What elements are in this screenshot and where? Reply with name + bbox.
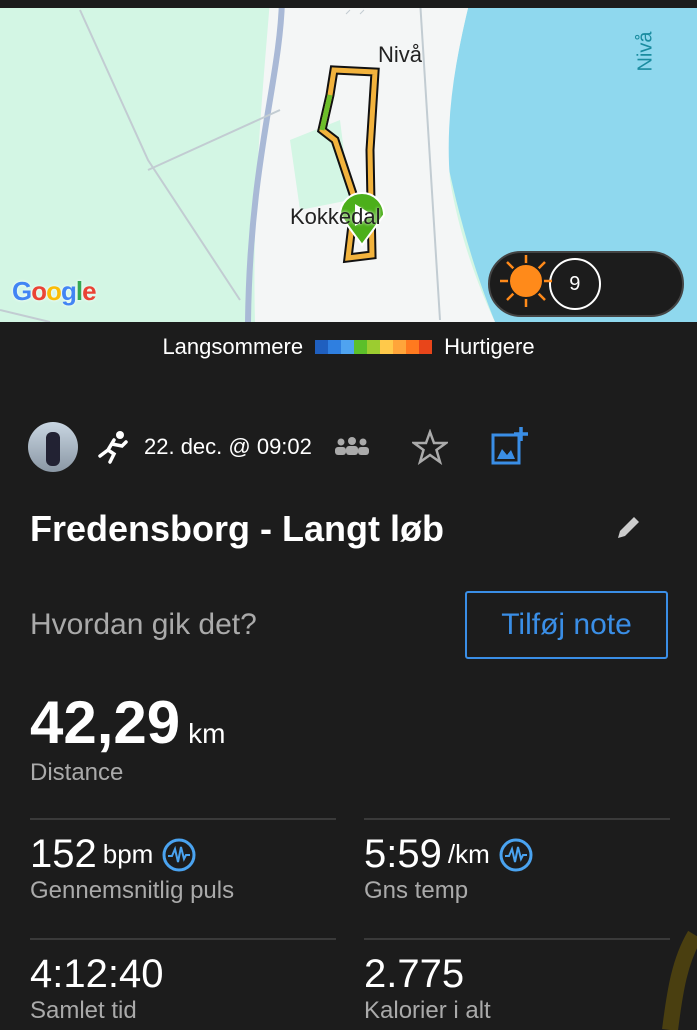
distance-stat: 42,29 km Distance	[30, 688, 225, 787]
calories-value: 2.775	[364, 952, 465, 996]
route-map[interactable]: Nivå Kokkedal Nivå Google 4° 9	[0, 0, 697, 322]
time-value: 4:12:40	[30, 952, 164, 996]
status-bar	[0, 0, 697, 8]
legend-swatch	[406, 340, 420, 354]
legend-swatch	[328, 340, 342, 354]
calories-label: Kalorier i alt	[364, 997, 491, 1024]
heart-rate-unit: bpm	[102, 839, 154, 869]
pace-value: 5:59	[364, 832, 442, 876]
star-icon[interactable]	[411, 429, 448, 465]
pace-unit: /km	[447, 839, 490, 869]
activity-meta: 22. dec. @ 09:02	[28, 422, 530, 472]
distance-value: 42,29	[30, 689, 181, 756]
time-stat: 4:12:40 Samlet tid	[30, 938, 336, 1025]
running-icon	[98, 431, 128, 464]
calories-stat: 2.775 Kalorier i alt	[364, 938, 670, 1025]
legend-slower: Langsommere	[162, 334, 304, 359]
map-label-niva: Nivå	[378, 42, 423, 67]
add-note-button[interactable]: Tilføj note	[465, 591, 668, 659]
feedback-prompt: Hvordan gik det?	[30, 608, 257, 641]
map-label-kokkedal: Kokkedal	[290, 204, 381, 229]
legend-swatch	[419, 340, 433, 354]
pace-label: Gns temp	[364, 877, 469, 904]
map-graphics	[0, 0, 697, 322]
edit-icon[interactable]	[614, 512, 644, 542]
activity-date: 22. dec. @ 09:02	[144, 434, 312, 459]
legend-swatch	[367, 340, 381, 354]
legend-faster: Hurtigere	[444, 334, 535, 359]
heart-rate-label: Gennemsnitlig puls	[30, 877, 235, 904]
pace-chart-icon[interactable]	[498, 837, 534, 873]
pace-stat[interactable]: 5:59/km Gns temp	[364, 818, 670, 905]
decorative-ring	[662, 930, 697, 1030]
legend-color-bar	[315, 340, 433, 354]
avatar[interactable]	[28, 422, 78, 472]
heart-rate-chart-icon[interactable]	[161, 837, 197, 873]
time-label: Samlet tid	[30, 997, 137, 1024]
legend-swatch	[315, 340, 329, 354]
pace-legend: Langsommere Hurtigere	[0, 334, 697, 360]
wind-indicator: 9	[548, 258, 601, 310]
add-photo-icon[interactable]	[490, 427, 530, 467]
activity-title: Fredensborg - Langt løb	[30, 508, 444, 549]
wind-speed: 9	[569, 272, 581, 295]
heart-rate-value: 152	[30, 832, 97, 876]
heart-rate-stat[interactable]: 152 bpm Gennemsnitlig puls	[30, 818, 336, 905]
legend-swatch	[341, 340, 355, 354]
distance-unit: km	[188, 718, 226, 749]
legend-swatch	[380, 340, 394, 354]
group-icon[interactable]	[334, 437, 370, 457]
sun-icon	[500, 255, 552, 307]
distance-label: Distance	[30, 759, 124, 786]
legend-swatch	[354, 340, 368, 354]
map-label-water: Nivå	[634, 31, 657, 72]
start-marker	[338, 192, 386, 247]
weather-badge[interactable]: 4° 9	[488, 251, 684, 317]
legend-swatch	[393, 340, 407, 354]
google-logo: Google	[12, 276, 97, 306]
